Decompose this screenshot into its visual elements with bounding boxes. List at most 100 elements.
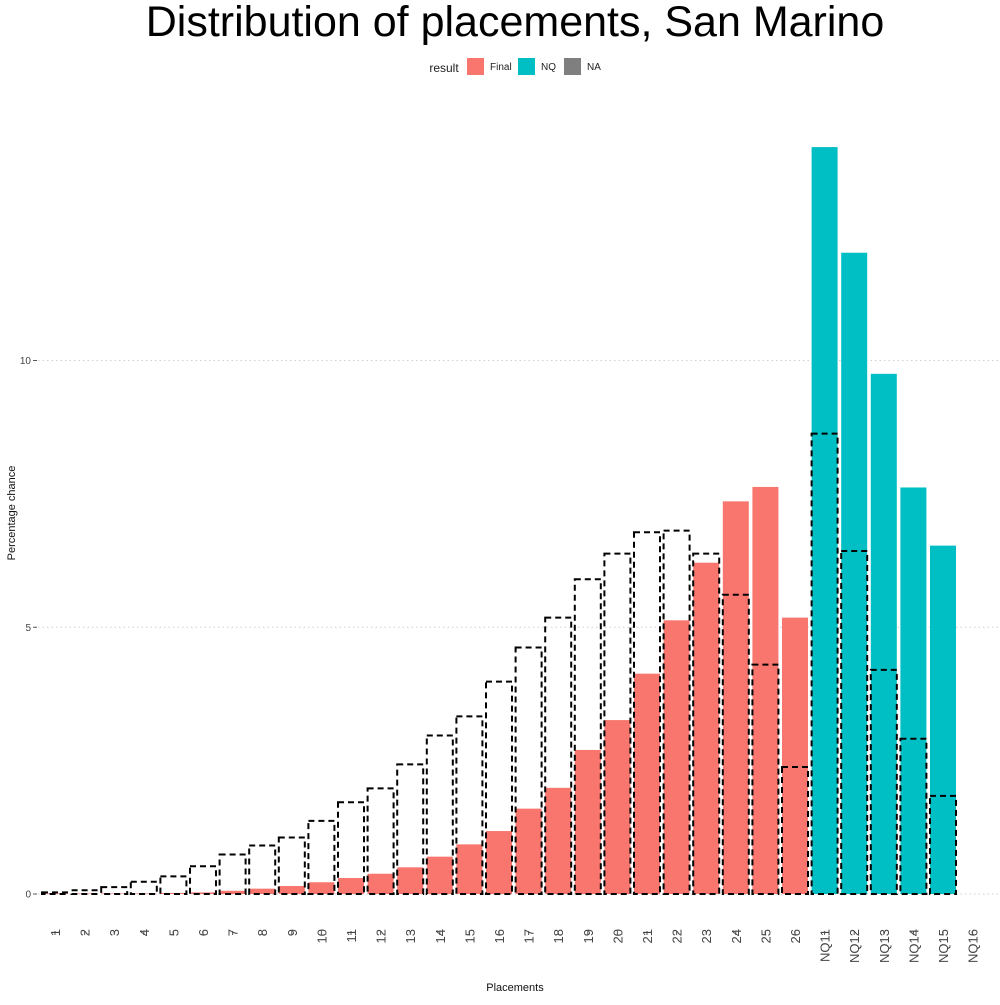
x-tick-label: NQ15 <box>936 929 951 963</box>
outline-25 <box>751 663 780 895</box>
outline-26 <box>781 766 809 895</box>
bar-nq-nq14 <box>900 487 927 894</box>
legend-swatch-final <box>467 58 484 75</box>
x-tick-label: 20 <box>610 929 625 943</box>
legend-label-final: Final <box>490 62 512 73</box>
outline-17 <box>514 646 543 896</box>
outline-2 <box>70 889 99 896</box>
x-tick-label: 22 <box>670 929 685 943</box>
legend-swatch-na <box>564 58 581 75</box>
bar-nq-nq12 <box>841 252 868 894</box>
bar-final-22 <box>663 620 690 894</box>
outline-10 <box>307 819 336 896</box>
x-tick-label: 18 <box>551 929 566 943</box>
dashed-outlines <box>41 432 957 896</box>
x-tick-label: NQ14 <box>906 929 921 963</box>
x-tick-label: 6 <box>196 929 211 936</box>
bar-final-23 <box>693 562 720 894</box>
x-tick-label: 26 <box>788 929 803 943</box>
x-tick-label: 2 <box>78 929 93 936</box>
x-tick-label: 25 <box>758 929 773 943</box>
outline-20 <box>603 552 632 895</box>
legend-swatch-nq <box>518 58 535 75</box>
x-tick-label: 3 <box>107 929 122 936</box>
outline-11 <box>337 801 365 895</box>
outline-23 <box>692 552 721 895</box>
bar-final-11 <box>338 877 364 894</box>
x-tick-label: 15 <box>462 929 477 943</box>
outline-16 <box>485 680 513 895</box>
x-tick-label: 21 <box>640 929 655 943</box>
bar-nq-nq13 <box>870 373 897 894</box>
bars <box>42 147 956 895</box>
x-tick-label: NQ16 <box>966 929 981 963</box>
x-axis: 1 2 3 4 5 6 7 8 9 10 11 12 13 14 15 16 17 18 19 20 21 22 23 24 2… <box>48 929 981 963</box>
outline-nq15 <box>929 794 957 895</box>
outline-22 <box>662 529 691 896</box>
outline-1 <box>41 891 69 895</box>
legend-title: result <box>429 61 459 75</box>
x-tick-label: 12 <box>374 929 389 943</box>
x-tick-label: 13 <box>403 929 418 943</box>
outline-21 <box>633 531 661 895</box>
y-tick-label: 10 <box>20 356 32 367</box>
outline-nq12 <box>840 549 869 895</box>
bar-final-15 <box>456 844 483 894</box>
x-tick-label: NQ11 <box>818 929 833 962</box>
legend-label-nq: NQ <box>541 62 556 73</box>
y-axis: 0 5 10 <box>20 356 37 901</box>
outline-4 <box>129 880 158 895</box>
outline-nq14 <box>899 737 928 896</box>
chart-title: Distribution of placements, San Marino <box>146 0 885 46</box>
bar-final-6 <box>190 892 216 894</box>
outline-14 <box>425 734 454 895</box>
bar-final-10 <box>308 882 335 894</box>
y-tick-label: 5 <box>25 623 31 634</box>
bar-final-20 <box>604 720 631 894</box>
outline-7 <box>218 853 247 895</box>
outline-24 <box>721 593 750 895</box>
bar-final-16 <box>486 831 512 894</box>
bar-final-21 <box>634 673 660 894</box>
bar-final-25 <box>752 486 779 894</box>
bar-final-17 <box>515 808 542 894</box>
x-tick-label: NQ12 <box>847 929 862 963</box>
gridlines <box>38 360 1000 895</box>
x-tick-label: 7 <box>226 929 241 936</box>
x-tick-label: 4 <box>137 929 152 936</box>
x-tick-label: 23 <box>699 929 714 943</box>
x-tick-label: 19 <box>581 929 596 943</box>
bar-nq-nq11 <box>811 147 838 895</box>
outline-8 <box>248 844 277 895</box>
outline-nq11 <box>810 432 839 895</box>
x-tick-label: 5 <box>166 929 181 936</box>
x-tick-label: 14 <box>433 929 448 943</box>
bar-nq-nq15 <box>930 545 956 894</box>
outline-18 <box>544 616 573 895</box>
x-tick-label: 24 <box>729 929 744 943</box>
x-tick-label: 16 <box>492 929 507 943</box>
outline-9 <box>277 836 306 895</box>
outline-15 <box>455 715 484 895</box>
bar-final-9 <box>278 885 305 894</box>
bar-final-24 <box>722 501 749 894</box>
outline-6 <box>189 865 217 895</box>
outline-3 <box>100 886 129 896</box>
outline-nq13 <box>869 668 898 895</box>
y-tick-label: 0 <box>25 890 31 901</box>
bar-final-13 <box>397 867 424 894</box>
x-axis-title: Placements <box>486 982 544 994</box>
outline-5 <box>159 875 188 895</box>
outline-12 <box>366 787 395 896</box>
bar-final-8 <box>249 888 276 894</box>
x-tick-label: 1 <box>48 929 63 936</box>
bar-final-26 <box>782 617 808 894</box>
legend-label-na: NA <box>587 62 601 73</box>
bar-final-12 <box>367 873 394 894</box>
x-tick-label: 8 <box>255 929 270 936</box>
bar-final-14 <box>426 856 453 894</box>
y-axis-title: Percentage chance <box>6 466 18 561</box>
x-tick-label: 17 <box>522 929 537 943</box>
